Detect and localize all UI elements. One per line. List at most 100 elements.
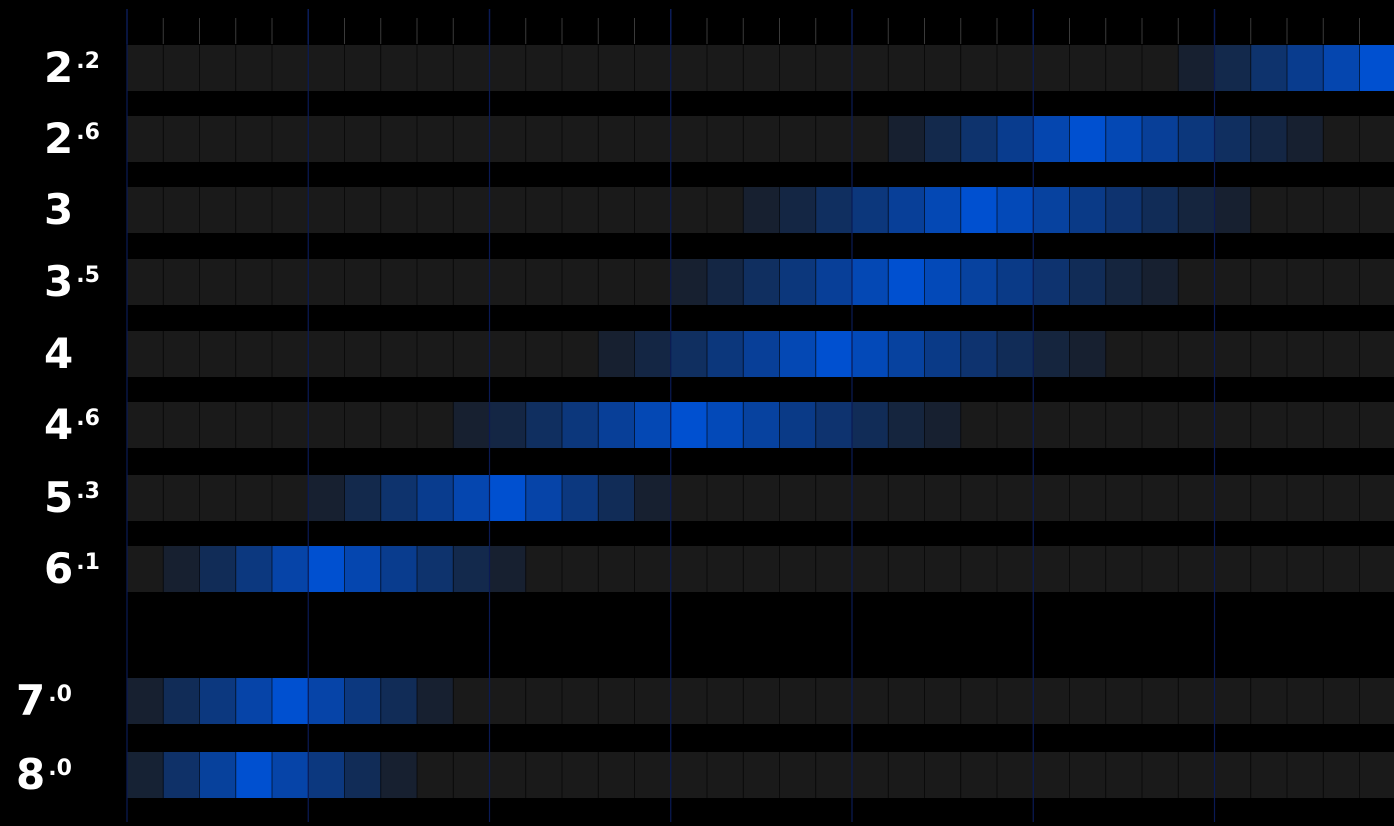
heatmap-cell	[598, 116, 635, 162]
heatmap-cell	[924, 546, 961, 592]
heatmap-cell	[1105, 546, 1142, 592]
heatmap-cell	[815, 546, 852, 592]
heatmap-cell	[707, 678, 744, 724]
heatmap-cell	[634, 546, 671, 592]
heatmap-cell	[598, 331, 635, 377]
heatmap-cell	[815, 116, 852, 162]
heatmap-cell	[852, 752, 889, 798]
heatmap-cell	[1287, 331, 1324, 377]
row-label: 6.1	[44, 544, 100, 593]
heatmap-cell	[1142, 116, 1179, 162]
heatmap-cell	[235, 331, 272, 377]
heatmap-cell	[1069, 259, 1106, 305]
heatmap-cell	[453, 45, 490, 91]
heatmap-cell	[235, 678, 272, 724]
heatmap-cell	[380, 752, 417, 798]
heatmap-cell	[815, 187, 852, 233]
heatmap-cell	[1105, 259, 1142, 305]
heatmap-cell	[344, 116, 381, 162]
heatmap-cell	[924, 402, 961, 448]
heatmap-cell	[1142, 259, 1179, 305]
heatmap-cell	[815, 45, 852, 91]
heatmap-cell	[163, 546, 200, 592]
heatmap-cell	[779, 475, 816, 521]
heatmap-cell	[634, 187, 671, 233]
heatmap-cell	[272, 475, 309, 521]
heatmap-cell	[960, 45, 997, 91]
heatmap-cell	[1359, 402, 1394, 448]
heatmap-cell	[272, 752, 309, 798]
heatmap-cell	[743, 187, 780, 233]
heatmap-cell	[525, 331, 562, 377]
heatmap-cell	[1323, 678, 1360, 724]
heatmap-cell	[489, 546, 526, 592]
heatmap-cell	[1105, 678, 1142, 724]
heatmap-cell	[1287, 475, 1324, 521]
heatmap-cell	[1323, 116, 1360, 162]
row-label: 5.3	[44, 473, 100, 522]
heatmap-cell	[598, 752, 635, 798]
heatmap-cell	[1142, 475, 1179, 521]
heatmap-cell	[1033, 402, 1070, 448]
heatmap-cell	[344, 678, 381, 724]
heatmap-cell	[417, 259, 454, 305]
heatmap-cell	[743, 402, 780, 448]
heatmap-cell	[815, 678, 852, 724]
heatmap-cell	[235, 402, 272, 448]
heatmap-cell	[489, 752, 526, 798]
heatmap-cell	[562, 116, 599, 162]
heatmap-cell	[1214, 678, 1251, 724]
heatmap-cell	[1359, 45, 1394, 91]
heatmap-cell	[997, 259, 1034, 305]
heatmap-cell	[1359, 259, 1394, 305]
heatmap-cell	[308, 546, 345, 592]
heatmap-cell	[1359, 752, 1394, 798]
heatmap-cell	[888, 752, 925, 798]
heatmap-cell	[960, 546, 997, 592]
heatmap-cell	[344, 475, 381, 521]
heatmap-cell	[525, 116, 562, 162]
heatmap-cell	[562, 678, 599, 724]
heatmap-cell	[1069, 475, 1106, 521]
heatmap-cell	[308, 116, 345, 162]
heatmap-cell	[743, 475, 780, 521]
heatmap-cell	[199, 752, 236, 798]
heatmap-cell	[707, 259, 744, 305]
heatmap-cell	[163, 752, 200, 798]
heatmap-cell	[489, 116, 526, 162]
heatmap-cell	[888, 116, 925, 162]
heatmap-cell	[199, 678, 236, 724]
heatmap-cell	[453, 402, 490, 448]
row-labels: 2.2 2.6 3 3.5 4 4.6 5.3 6.1 7.0 8.0	[16, 43, 100, 799]
heatmap-cell	[1250, 752, 1287, 798]
heatmap-cell	[127, 45, 164, 91]
heatmap-cell	[525, 678, 562, 724]
heatmap-cell	[308, 678, 345, 724]
heatmap-cell	[1142, 45, 1179, 91]
heatmap-cell	[308, 259, 345, 305]
heatmap-cell	[525, 402, 562, 448]
heatmap-cell	[707, 475, 744, 521]
heatmap-cell	[417, 678, 454, 724]
heatmap-cell	[670, 331, 707, 377]
heatmap-cell	[1142, 546, 1179, 592]
heatmap-cell	[199, 187, 236, 233]
heatmap-cell	[1250, 187, 1287, 233]
heatmap-cell	[924, 116, 961, 162]
heatmap-cell	[1323, 546, 1360, 592]
heatmap-cell	[852, 45, 889, 91]
heatmap-cell	[1033, 187, 1070, 233]
heatmap-cell	[707, 402, 744, 448]
heatmap-cell	[525, 752, 562, 798]
heatmap-cell	[163, 331, 200, 377]
heatmap-cell	[888, 45, 925, 91]
heatmap-cell	[380, 259, 417, 305]
heatmap-cell	[634, 402, 671, 448]
heatmap-cell	[888, 678, 925, 724]
heatmap-cell	[562, 546, 599, 592]
heatmap-cell	[272, 187, 309, 233]
heatmap-cell	[670, 259, 707, 305]
heatmap-cell	[779, 546, 816, 592]
heatmap-cell	[779, 678, 816, 724]
heatmap-cell	[308, 187, 345, 233]
